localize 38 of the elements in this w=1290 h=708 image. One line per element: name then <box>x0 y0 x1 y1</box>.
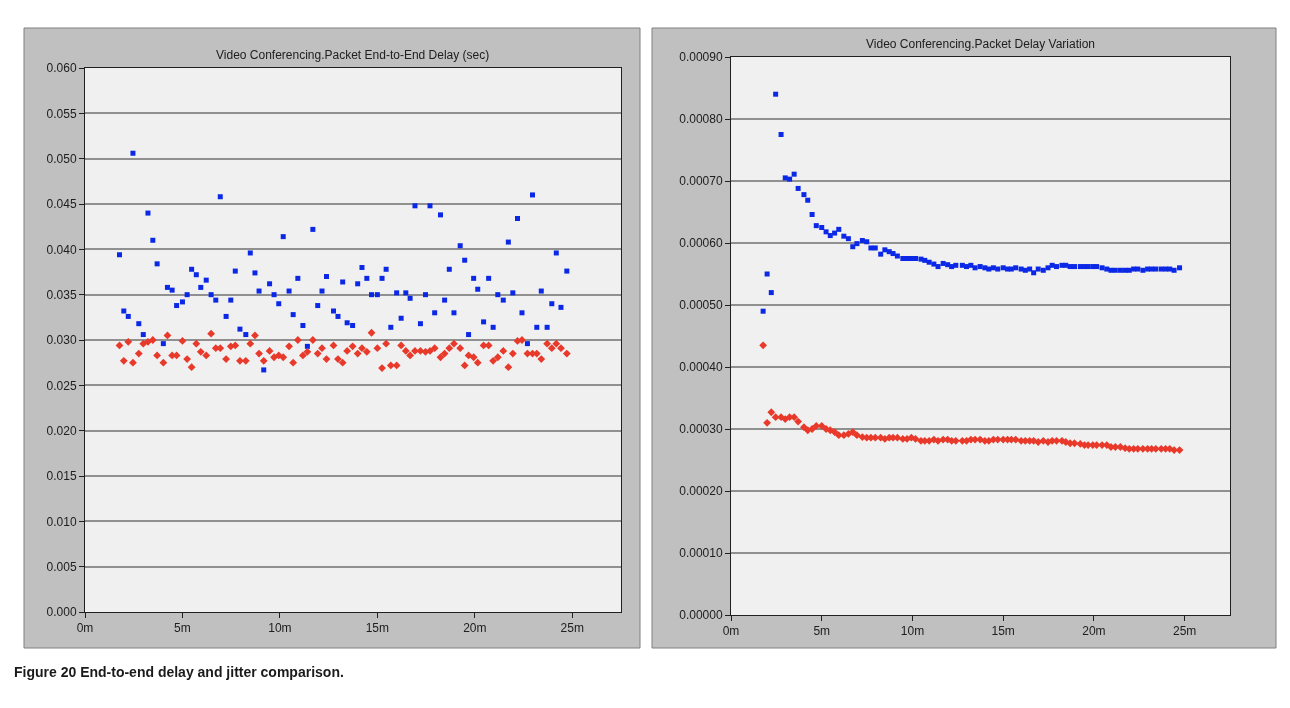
y-tick-label: 0.015 <box>46 469 77 484</box>
y-tick-label: 0.040 <box>46 242 77 257</box>
y-tick-label: 0.060 <box>46 61 77 76</box>
y-tick-label: 0.005 <box>46 559 77 574</box>
y-tick-label: 0.00020 <box>679 484 723 499</box>
y-tick-label: 0.025 <box>46 378 77 393</box>
x-tick-label: 10m <box>900 624 925 639</box>
y-tick-label: 0.00050 <box>679 298 723 313</box>
x-tick-label: 0m <box>76 621 94 636</box>
x-tick-label: 0m <box>722 624 740 639</box>
y-tick-label: 0.00090 <box>679 50 723 65</box>
y-tick-label: 0.00010 <box>679 546 723 561</box>
y-tick-label: 0.000 <box>46 605 77 620</box>
y-tick-label: 0.00080 <box>679 112 723 127</box>
x-tick-label: 25m <box>1172 624 1197 639</box>
x-tick-label: 15m <box>991 624 1015 639</box>
x-tick-label: 25m <box>560 621 584 636</box>
y-tick-label: 0.00060 <box>679 236 723 251</box>
x-tick-label: 15m <box>365 621 390 636</box>
y-tick-label: 0.00030 <box>679 422 723 437</box>
y-tick-label: 0.055 <box>46 106 77 121</box>
x-tick-label: 5m <box>813 624 831 639</box>
x-tick-label: 5m <box>174 621 191 636</box>
y-tick-label: 0.00070 <box>679 174 723 189</box>
y-tick-label: 0.035 <box>46 287 77 302</box>
y-tick-label: 0.050 <box>46 151 77 166</box>
y-tick-label: 0.00040 <box>679 360 723 375</box>
y-tick-label: 0.045 <box>46 197 77 212</box>
y-tick-label: 0.010 <box>46 514 77 529</box>
x-tick-label: 20m <box>1082 624 1106 639</box>
x-tick-label: 20m <box>463 621 487 636</box>
y-tick-label: 0.020 <box>46 423 77 438</box>
caption: Figure 20 End-to-end delay and jitter comparison. <box>14 664 344 680</box>
chart-title: Video Conferencing.Packet Delay Variation <box>866 37 1096 51</box>
y-tick-label: 0.030 <box>46 333 77 348</box>
y-tick-label: 0.00000 <box>679 608 723 623</box>
x-tick-label: 10m <box>268 621 292 636</box>
chart-title: Video Conferencing.Packet End-to-End Delay (sec) <box>216 48 490 62</box>
